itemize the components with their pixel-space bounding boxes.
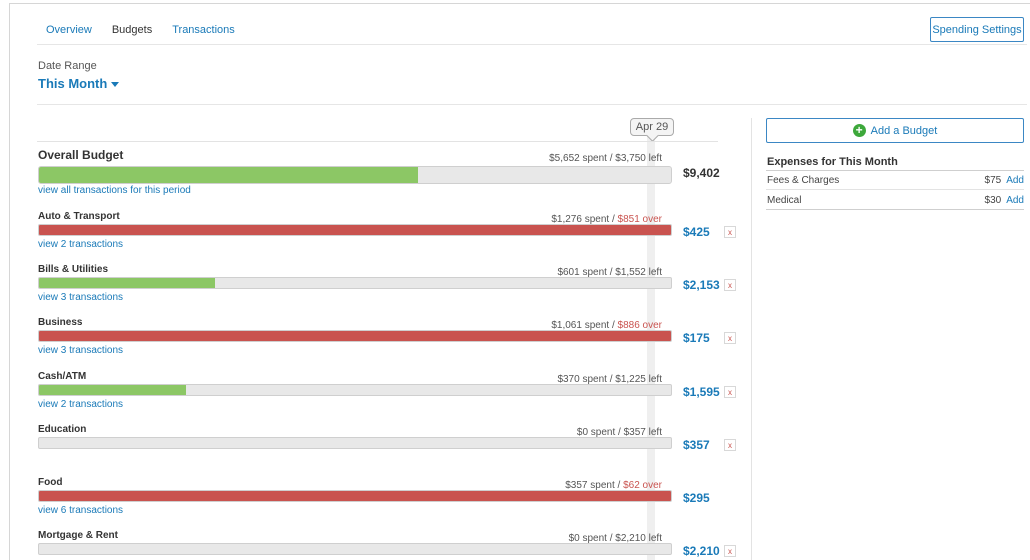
budget-fill (39, 385, 186, 395)
budget-fill (39, 278, 216, 288)
delete-budget-icon[interactable]: x (724, 279, 736, 291)
budget-remaining: $2,210 left (615, 533, 662, 544)
date-range-dropdown[interactable]: This Month (38, 76, 120, 91)
expenses-title: Expenses for This Month (767, 156, 898, 168)
today-marker-line (647, 136, 655, 560)
expense-name: Fees & Charges (767, 175, 840, 186)
budget-fill (39, 331, 671, 341)
tab-budgets[interactable]: Budgets (111, 24, 153, 36)
expense-amount: $30 (984, 195, 1002, 206)
budget-remaining: $1,225 left (615, 374, 662, 385)
budget-remaining: $851 over (617, 214, 662, 225)
delete-budget-icon[interactable]: x (724, 439, 736, 451)
budget-status: $1,061 spent / $886 over (551, 320, 662, 331)
expense-add-link[interactable]: Add (1006, 175, 1024, 186)
budget-bar (38, 330, 672, 342)
column-divider (751, 118, 752, 560)
budget-title: Education (38, 424, 87, 435)
budget-bar (38, 224, 672, 236)
budget-title: Food (38, 477, 63, 488)
date-range-label: Date Range (38, 60, 97, 72)
budget-status: $0 spent / $2,210 left (568, 533, 662, 544)
date-range-value: This Month (38, 76, 108, 91)
budget-title: Business (38, 317, 83, 328)
budget-amount[interactable]: $2,153 (683, 278, 720, 292)
delete-budget-icon[interactable]: x (724, 332, 736, 344)
overall-budget-amount: $9,402 (683, 166, 720, 180)
budget-status: $357 spent / $62 over (565, 480, 662, 491)
budgets-page: Overview Budgets Transactions Spending S… (9, 3, 1030, 560)
budget-title: Auto & Transport (38, 211, 120, 222)
add-budget-button[interactable]: + Add a Budget (766, 118, 1024, 143)
tab-overview[interactable]: Overview (46, 24, 92, 36)
budget-spent: $357 spent (565, 480, 615, 491)
budget-amount[interactable]: $1,595 (683, 385, 720, 399)
budget-status: $601 spent / $1,552 left (557, 267, 662, 278)
budget-title: Bills & Utilities (38, 264, 109, 275)
section-divider (37, 104, 1027, 105)
overall-remaining: $3,750 left (615, 153, 662, 164)
expense-row: Fees & Charges $75 Add (767, 175, 1024, 186)
spending-settings-button[interactable]: Spending Settings (930, 17, 1024, 42)
overall-budget-status: $5,652 spent / $3,750 left (549, 153, 662, 164)
budget-amount[interactable]: $425 (683, 225, 710, 239)
budget-spent: $370 spent (557, 374, 607, 385)
budget-status: $0 spent / $357 left (576, 427, 662, 438)
budget-title: Cash/ATM (38, 371, 87, 382)
tab-bar: Overview Budgets Transactions (46, 24, 255, 36)
budget-spent: $601 spent (557, 267, 607, 278)
budget-remaining: $1,552 left (615, 267, 662, 278)
overall-budget-title: Overall Budget (38, 148, 124, 162)
expense-row-divider (766, 189, 1024, 190)
expenses-divider (766, 170, 1024, 171)
budget-bar (38, 490, 672, 502)
budget-amount[interactable]: $2,210 (683, 544, 720, 558)
delete-budget-icon[interactable]: x (724, 545, 736, 557)
caret-down-icon (111, 81, 120, 87)
budget-amount[interactable]: $357 (683, 438, 710, 452)
view-transactions-link[interactable]: view 2 transactions (38, 399, 124, 410)
view-transactions-link[interactable]: view 3 transactions (38, 345, 124, 356)
today-marker: Apr 29 (630, 118, 674, 136)
view-transactions-link[interactable]: view 3 transactions (38, 292, 124, 303)
expense-add-link[interactable]: Add (1006, 195, 1024, 206)
budget-amount[interactable]: $175 (683, 331, 710, 345)
delete-budget-icon[interactable]: x (724, 386, 736, 398)
budget-remaining: $357 left (623, 427, 662, 438)
expense-amount: $75 (984, 175, 1002, 186)
add-budget-label: Add a Budget (870, 124, 938, 137)
expense-row: Medical $30 Add (767, 195, 1024, 206)
budget-remaining: $62 over (623, 480, 662, 491)
overall-spent: $5,652 spent (549, 153, 607, 164)
budget-spent: $0 spent (576, 427, 616, 438)
budget-amount[interactable]: $295 (683, 491, 710, 505)
budget-spent: $1,276 spent (551, 214, 610, 225)
delete-budget-icon[interactable]: x (724, 226, 736, 238)
view-all-transactions-link[interactable]: view all transactions for this period (38, 185, 191, 196)
overall-budget-bar (38, 166, 672, 184)
plus-circle-icon: + (852, 124, 866, 137)
budgets-divider (37, 141, 718, 142)
budget-bar (38, 384, 672, 396)
budget-fill (39, 491, 671, 501)
budget-bar (38, 543, 672, 555)
budget-spent: $0 spent (568, 533, 607, 544)
budget-bar (38, 437, 672, 449)
view-transactions-link[interactable]: view 6 transactions (38, 505, 124, 516)
expenses-bottom-divider (766, 209, 1024, 210)
tab-divider (37, 44, 1027, 45)
budget-title: Mortgage & Rent (38, 530, 118, 541)
budget-spent: $1,061 spent (551, 320, 610, 331)
budget-remaining: $886 over (617, 320, 662, 331)
budget-fill (39, 225, 671, 235)
budget-bar (38, 277, 672, 289)
budget-status: $1,276 spent / $851 over (551, 214, 662, 225)
expense-name: Medical (767, 195, 802, 206)
overall-budget-fill (39, 167, 419, 183)
budget-status: $370 spent / $1,225 left (557, 374, 662, 385)
view-transactions-link[interactable]: view 2 transactions (38, 239, 124, 250)
tab-transactions[interactable]: Transactions (172, 24, 235, 36)
